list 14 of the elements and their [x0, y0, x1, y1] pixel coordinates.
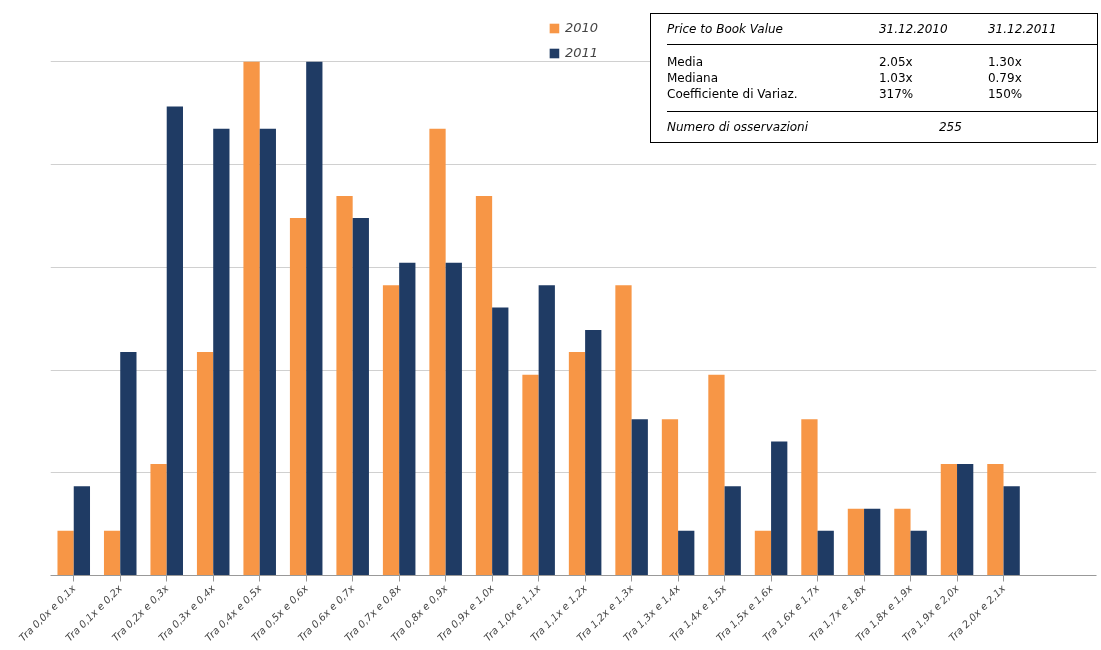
- annotation: 1.30x: [987, 54, 1023, 70]
- annotation: 0.79x: [987, 70, 1023, 86]
- annotation: 255: [937, 120, 962, 134]
- annotation: 2.05x: [878, 54, 914, 70]
- table-header: Price to Book Value 31.12.2010 31.12.2011: [667, 14, 1097, 45]
- annotation: Numero di osservazioni: [667, 119, 810, 136]
- annotation: 1.03x: [878, 70, 914, 86]
- annotation: Coefficiente di Variaz.: [667, 86, 879, 112]
- legend-label: 2011: [564, 45, 599, 60]
- annotation: 150%: [987, 86, 1097, 112]
- annotation: 317%: [878, 86, 988, 112]
- legend-label: 2010: [564, 20, 599, 35]
- annotation: Mediana: [667, 70, 719, 86]
- annotation: Media: [667, 54, 705, 70]
